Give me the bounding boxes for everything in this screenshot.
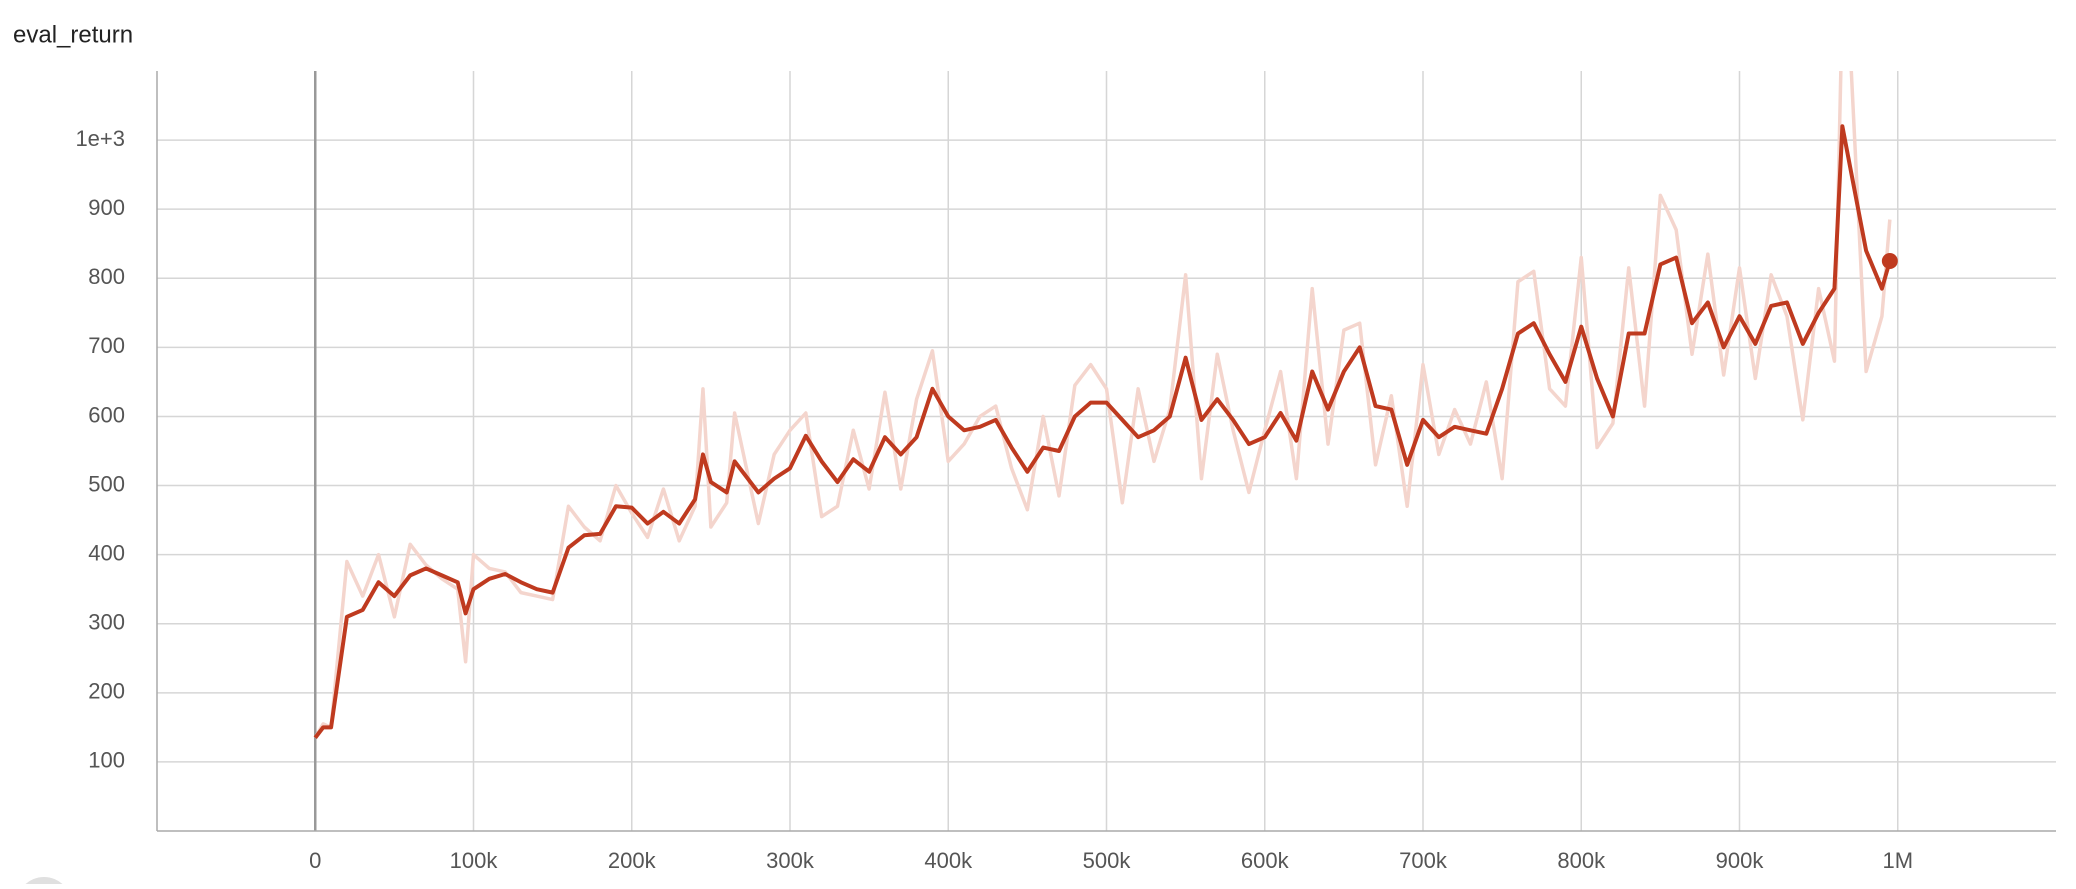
x-tick-label: 900k [1716, 848, 1765, 873]
x-tick-label: 800k [1557, 848, 1606, 873]
chart-title: eval_return [13, 21, 133, 48]
x-tick-label: 500k [1083, 848, 1132, 873]
smoothed-line [313, 124, 1892, 739]
y-tick-label: 100 [88, 748, 125, 773]
corner-button[interactable] [16, 877, 72, 889]
y-tick-label: 600 [88, 402, 125, 427]
y-tick-label: 400 [88, 540, 125, 565]
y-tick-label: 300 [88, 610, 125, 635]
y-tick-label: 500 [88, 471, 125, 496]
x-tick-label: 100k [450, 848, 499, 873]
raw-line [313, 71, 1892, 739]
x-tick-label: 0 [309, 848, 321, 873]
x-tick-label: 200k [608, 848, 657, 873]
x-tick-label: 400k [924, 848, 973, 873]
y-tick-label: 800 [88, 264, 125, 289]
y-tick-label: 200 [88, 679, 125, 704]
x-tick-label: 1M [1882, 848, 1913, 873]
last-point-marker [1881, 253, 1898, 269]
y-tick-label: 700 [88, 333, 125, 358]
y-tick-label: 900 [88, 195, 125, 220]
x-tick-label: 700k [1399, 848, 1448, 873]
x-tick-label: 300k [766, 848, 815, 873]
y-tick-label: 1e+3 [75, 126, 125, 151]
x-tick-label: 600k [1241, 848, 1290, 873]
